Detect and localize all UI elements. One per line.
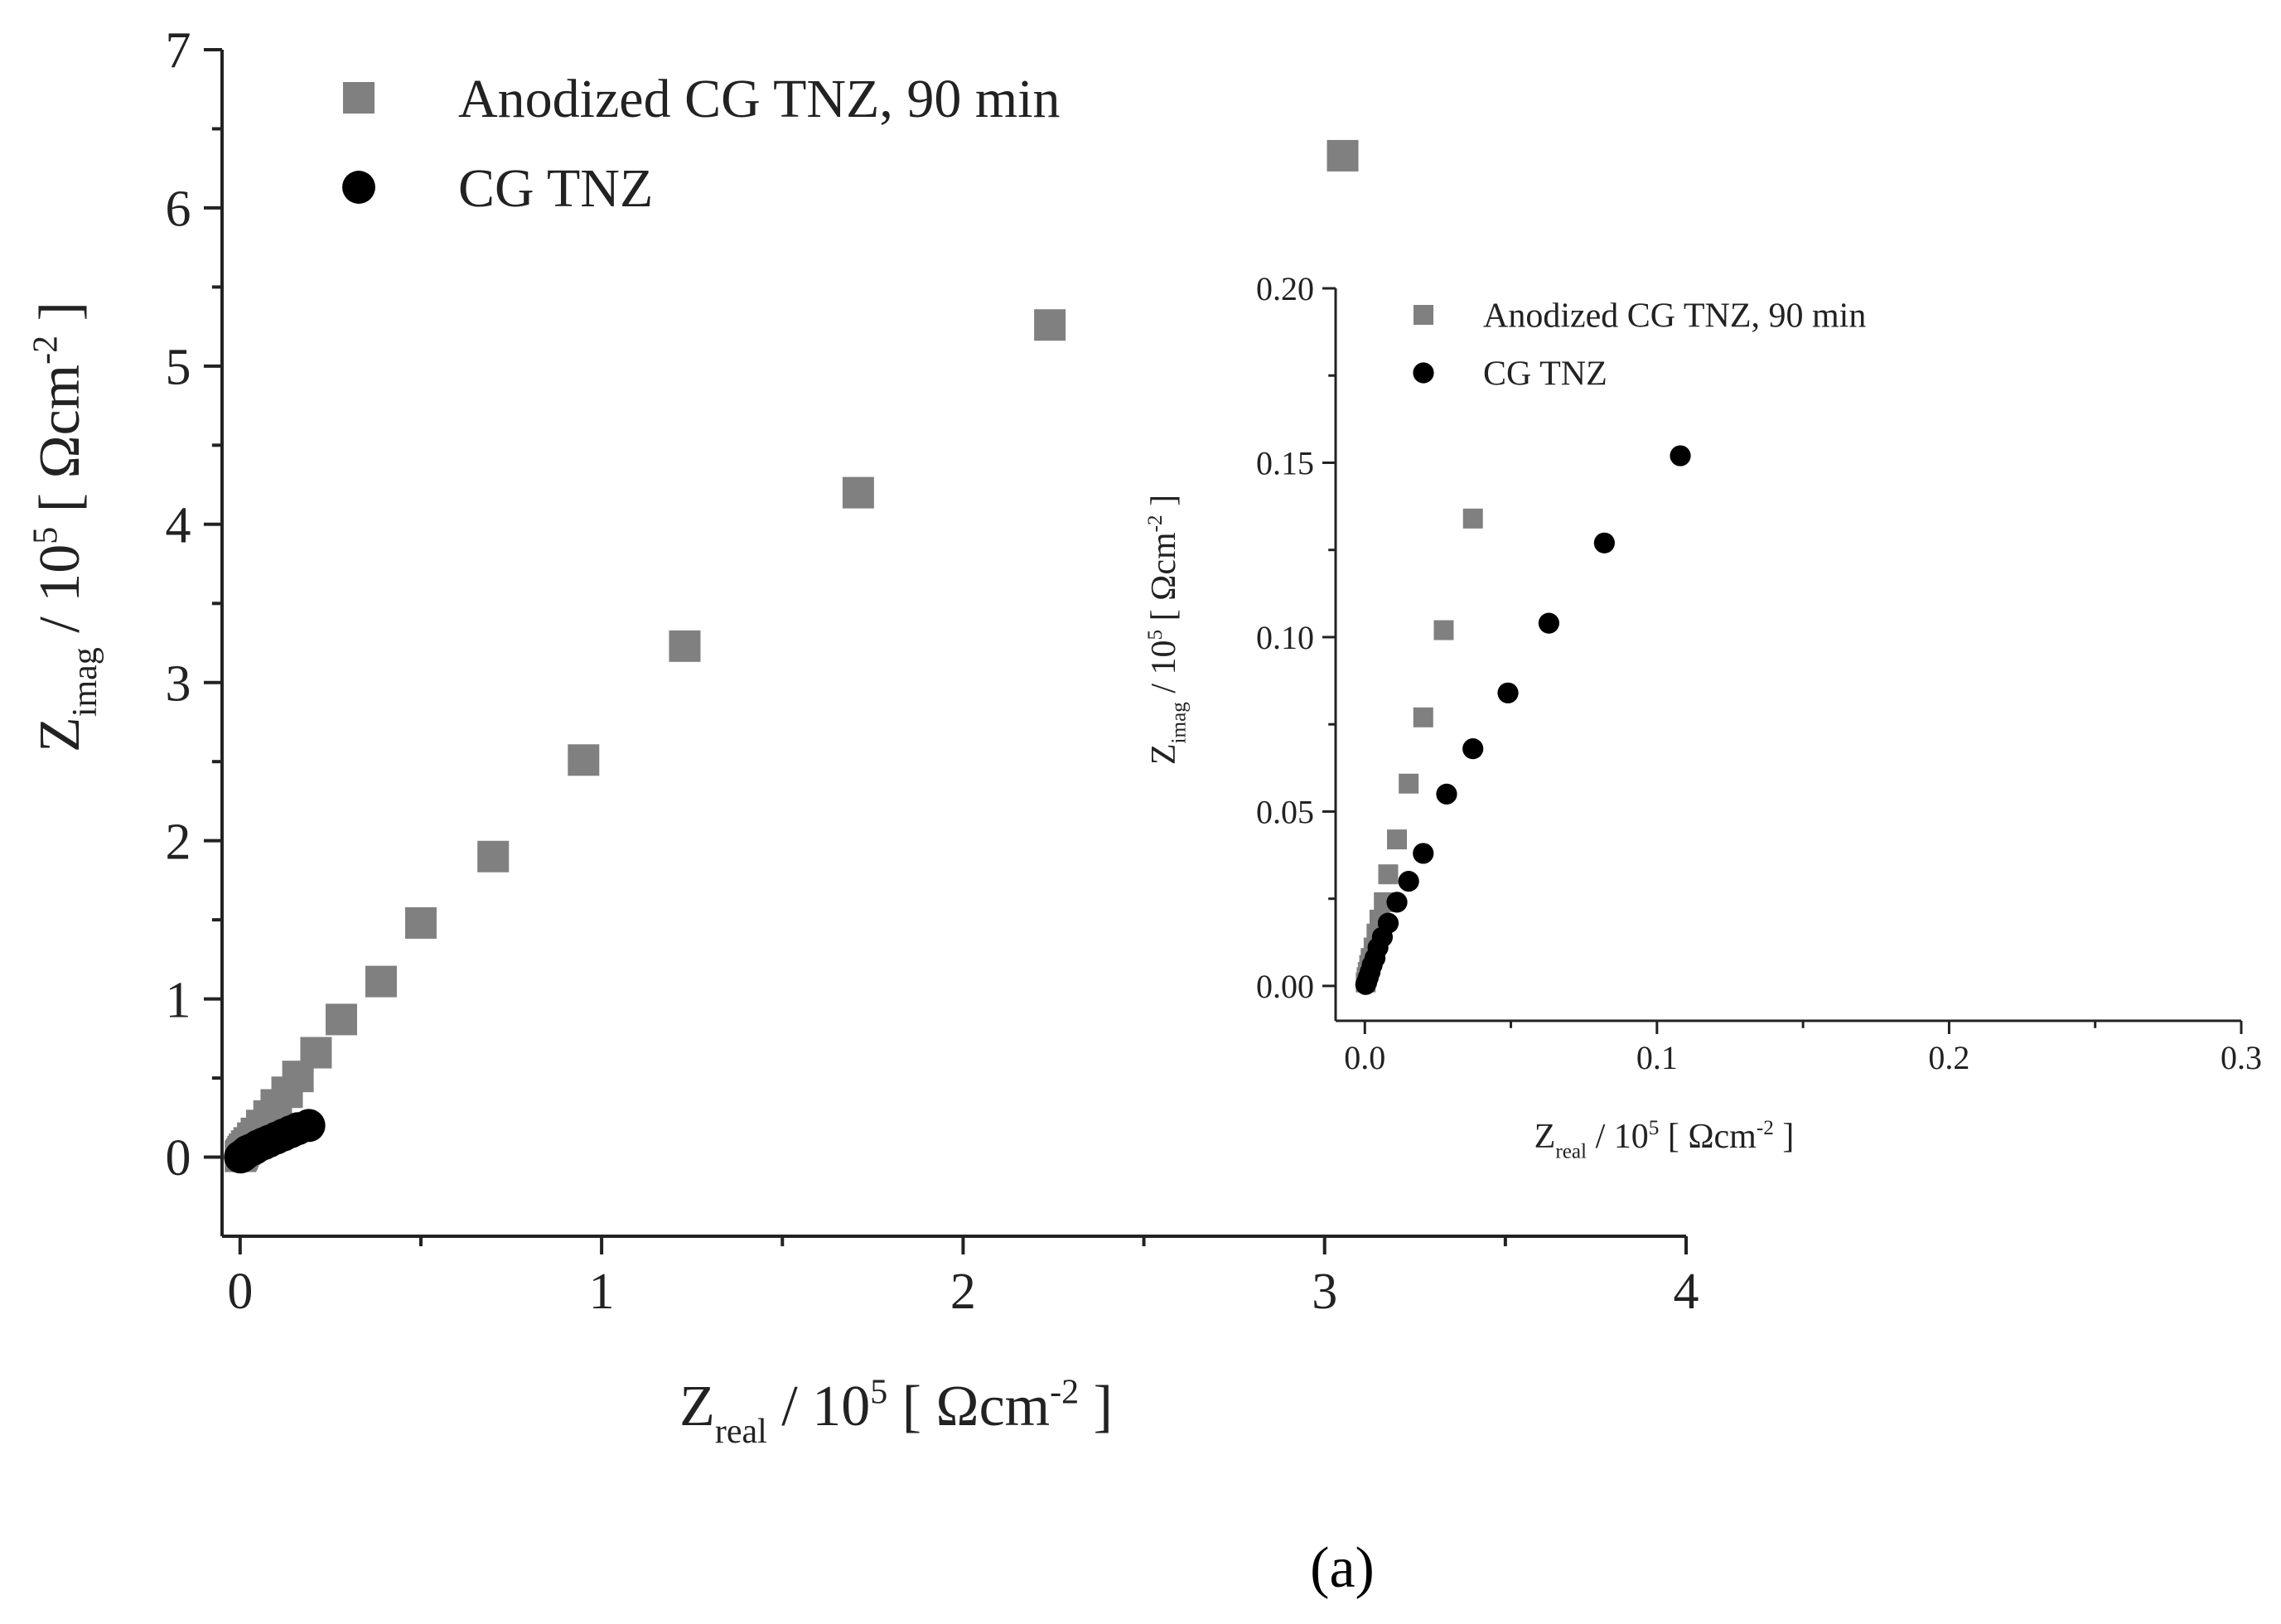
main-x-tick-label: 0 [227,1264,253,1320]
inset-legend-circle-icon [1413,362,1434,384]
inset-circle-point [1355,974,1376,995]
inset-series-2 [1355,445,1691,995]
inset-square-point [1387,829,1408,850]
main-square-point [568,744,600,776]
inset-y-tick-label: 0.05 [1256,793,1314,830]
inset-chart: 0.0 0.1 0.2 0.3 0.00 0.05 0.10 0.15 0.20 Anodized… [1144,270,2262,1163]
main-y-tick-label: 6 [166,181,191,238]
inset-x-tick-label: 0.0 [1344,1039,1385,1076]
main-chart: 0 1 2 3 4 0 1 2 3 4 5 6 7 Anodized CG TNZ, 90 min CG T… [27,23,1699,1451]
main-x-tick-label: 1 [589,1264,615,1320]
inset-y-tick-label: 0.10 [1256,619,1314,656]
inset-x-axis-label: Zreal / 105 [ Ωcm-2 ] [1534,1117,1795,1163]
inset-square-point [1462,508,1483,529]
inset-x-tick-label: 0.2 [1928,1039,1969,1076]
main-circle-point [224,1140,258,1174]
inset-y-axis-label: Zimag / 105 [ Ωcm-2 ] [1144,495,1191,765]
inset-y-tick-label: 0.20 [1256,270,1314,307]
main-y-tick-label: 4 [166,498,191,554]
main-square-point [365,965,397,998]
main-legend-circle-icon [342,171,375,204]
main-y-axis-label: Zimag / 105 [ Ωcm-2 ] [27,302,104,752]
main-square-point [325,1003,357,1036]
main-x-axis-label: Zreal / 105 [ Ωcm-2 ] [679,1373,1113,1451]
inset-square-point [1413,707,1433,727]
inset-legend-label: Anodized CG TNZ, 90 min [1483,297,1866,336]
inset-x-tick-label: 0.1 [1636,1039,1678,1076]
inset-circle-point [1398,871,1419,892]
main-square-point [669,630,701,662]
inset-x-tick-label: 0.3 [2221,1039,2262,1076]
main-x-tick-label: 3 [1312,1264,1337,1320]
main-x-tick-label: 4 [1674,1264,1699,1320]
main-series-1 [225,139,1359,1172]
inset-legend-square-icon [1414,305,1433,325]
inset-square-point [1378,864,1399,885]
inset-y-tick-label: 0.00 [1256,968,1314,1005]
main-square-point [477,840,510,872]
main-y-tick-label: 1 [166,972,191,1028]
main-legend-label: CG TNZ [458,158,653,219]
main-x-tick-label: 2 [950,1264,976,1320]
main-square-point [1034,309,1066,341]
inset-circle-point [1436,783,1457,805]
main-y-tick-label: 7 [166,23,191,80]
inset-square-point [1399,773,1419,794]
inset-circle-point [1413,843,1434,864]
main-square-point [1327,139,1359,172]
main-legend-square-icon [343,82,375,114]
inset-circle-point [1386,892,1408,913]
main-y-tick-label: 0 [166,1130,191,1187]
main-y-tick-label: 3 [166,655,191,712]
inset-circle-point [1670,445,1691,466]
main-series-2 [224,1109,326,1174]
inset-y-tick-label: 0.15 [1256,444,1314,481]
inset-circle-point [1462,738,1484,760]
inset-circle-point [1538,612,1559,634]
main-y-tick-label: 5 [166,340,191,396]
inset-circle-point [1593,532,1615,553]
main-y-tick-label: 2 [166,814,191,870]
inset-square-point [1433,620,1454,640]
main-legend-label: Anodized CG TNZ, 90 min [458,69,1061,129]
main-square-point [842,476,874,509]
figure-caption: (a) [1310,1536,1375,1600]
inset-circle-point [1497,682,1519,703]
main-square-point [404,906,437,939]
inset-legend-label: CG TNZ [1483,355,1607,394]
